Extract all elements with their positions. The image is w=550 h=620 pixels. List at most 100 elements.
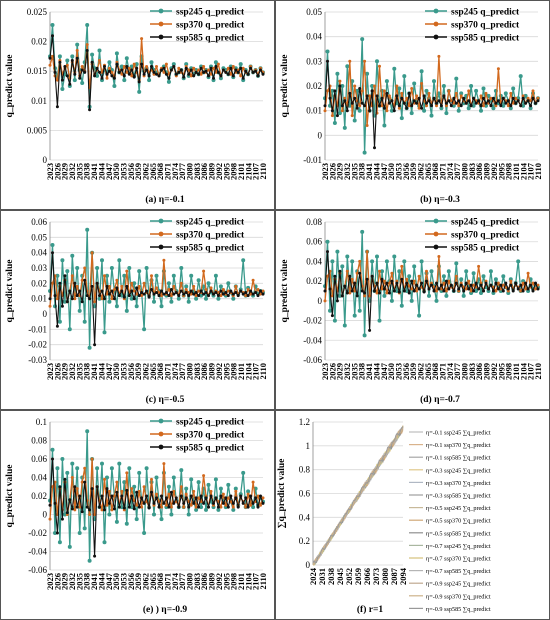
data-point-ssp585 <box>127 294 131 298</box>
data-point-ssp370 <box>442 281 446 285</box>
data-point-ssp585 <box>202 292 206 296</box>
data-point-ssp370 <box>380 287 384 291</box>
data-point-ssp245 <box>82 526 87 531</box>
data-point-ssp370 <box>405 96 409 100</box>
data-point-ssp370 <box>348 291 352 295</box>
data-point-ssp370 <box>90 251 94 255</box>
x-tick-label: 2087 <box>389 567 399 585</box>
data-point-ssp245 <box>464 269 469 274</box>
data-point-ssp585 <box>83 278 87 282</box>
data-point-ssp585 <box>65 511 69 515</box>
x-tick-label: 2032 <box>67 163 77 180</box>
data-point-ssp585 <box>511 289 515 293</box>
data-point-ssp585 <box>137 294 141 298</box>
data-point-ssp245 <box>213 273 218 278</box>
data-point-ssp370 <box>140 505 144 509</box>
data-point-ssp585 <box>526 287 530 291</box>
data-point-ssp245 <box>451 103 456 108</box>
x-tick-label: 2029 <box>335 163 345 180</box>
data-point-ssp585 <box>53 294 57 298</box>
data-point-ssp245 <box>380 269 384 274</box>
x-tick-label: 2023 <box>320 363 330 380</box>
x-tick-label: 2074 <box>170 162 180 180</box>
data-point-ssp370 <box>219 505 223 509</box>
data-point-ssp245 <box>422 108 427 113</box>
x-tick-label: 2050 <box>111 573 121 590</box>
x-tick-label: 2089 <box>207 573 217 590</box>
x-tick-label: 2074 <box>170 572 180 590</box>
data-point-ssp585 <box>204 69 208 73</box>
x-tick-label: 2095 <box>221 363 231 380</box>
y-tick-label: -0.01 <box>28 324 47 334</box>
data-point-ssp245 <box>70 461 75 466</box>
data-point-ssp585 <box>447 287 451 291</box>
data-point-ssp585 <box>147 74 151 78</box>
data-point-ssp370 <box>246 288 250 291</box>
x-tick-label: 2038 <box>357 163 367 180</box>
data-point-ssp585 <box>469 104 473 108</box>
data-point-ssp585 <box>511 96 515 100</box>
data-point-ssp245 <box>75 466 80 471</box>
x-tick-label: 2107 <box>526 162 536 180</box>
legend-marker-ssp245 <box>433 8 439 14</box>
y-tick-label: -0.03 <box>28 355 47 365</box>
data-point-ssp245 <box>345 254 350 259</box>
data-point-ssp245 <box>412 264 417 269</box>
data-point-ssp585 <box>254 69 258 73</box>
data-point-ssp585 <box>400 277 404 281</box>
data-point-ssp585 <box>125 65 129 68</box>
data-point-ssp585 <box>506 99 510 103</box>
x-tick-label: 2032 <box>342 363 352 380</box>
data-point-ssp370 <box>80 65 84 68</box>
data-point-ssp585 <box>78 76 82 80</box>
data-point-ssp245 <box>382 293 387 298</box>
data-point-ssp585 <box>231 292 235 296</box>
data-point-ssp370 <box>400 91 404 95</box>
data-point-ssp370 <box>353 84 357 88</box>
data-point-ssp585 <box>216 70 220 74</box>
data-point-ssp585 <box>187 505 191 509</box>
data-point-ssp370 <box>199 72 203 76</box>
legend-marker-ssp245 <box>158 418 164 424</box>
data-point-ssp245 <box>80 81 85 85</box>
x-tick-label: 2094 <box>398 567 408 585</box>
data-point-ssp245 <box>377 318 382 323</box>
data-point-ssp245 <box>90 52 95 57</box>
data-point-ssp245 <box>199 505 204 510</box>
data-point-ssp585 <box>521 289 525 293</box>
data-point-ssp585 <box>112 507 116 511</box>
legend-marker-ssp585 <box>158 244 164 250</box>
data-point-ssp245 <box>152 512 156 517</box>
x-tick-label: 2044 <box>371 162 381 180</box>
data-point-ssp585 <box>145 289 149 293</box>
data-point-ssp370 <box>184 492 188 496</box>
panel-border <box>0 0 275 210</box>
data-point-ssp585 <box>216 294 220 298</box>
data-point-ssp585 <box>122 295 126 299</box>
data-point-ssp245 <box>50 23 55 27</box>
data-point-ssp585 <box>98 294 101 298</box>
data-point-ssp585 <box>261 292 265 296</box>
data-point-ssp245 <box>471 103 476 108</box>
data-point-ssp370 <box>209 489 213 493</box>
data-point-ssp585 <box>117 70 121 74</box>
data-point-ssp245 <box>471 271 476 276</box>
data-point-ssp585 <box>236 294 240 298</box>
data-point-ssp245 <box>206 482 211 487</box>
x-tick-label: 2092 <box>489 363 499 380</box>
data-point-ssp245 <box>434 298 439 303</box>
data-point-ssp245 <box>117 258 122 263</box>
data-point-ssp370 <box>110 70 114 74</box>
data-point-ssp585 <box>164 496 168 500</box>
x-tick-label: 2101 <box>236 573 246 590</box>
data-point-ssp585 <box>73 281 77 285</box>
data-point-ssp585 <box>160 494 163 498</box>
x-tick-label: 2024 <box>308 567 318 585</box>
data-point-ssp585 <box>474 101 478 105</box>
legend-label: η=-0.7 ssp370 ∑q_predict <box>426 556 491 563</box>
data-point-ssp245 <box>97 296 102 301</box>
data-point-ssp245 <box>439 106 444 111</box>
data-point-ssp245 <box>134 62 139 67</box>
data-point-ssp245 <box>105 273 109 278</box>
